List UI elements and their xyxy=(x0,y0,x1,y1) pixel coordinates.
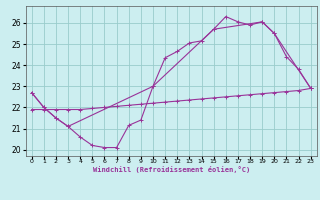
X-axis label: Windchill (Refroidissement éolien,°C): Windchill (Refroidissement éolien,°C) xyxy=(92,166,250,173)
